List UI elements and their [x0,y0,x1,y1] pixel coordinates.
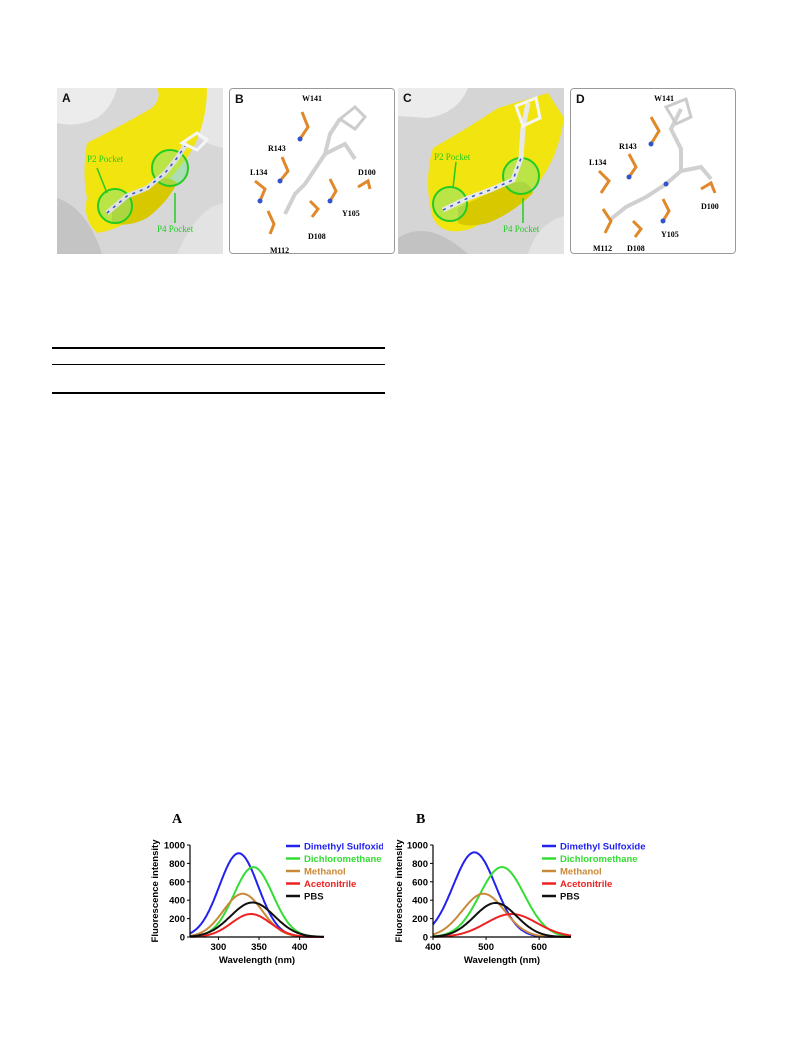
y-tick-label: 400 [412,896,428,907]
panel-letter: A [62,91,71,105]
legend-label: Acetonitrile [560,879,612,890]
legend-label: Dichloromethane [304,854,382,865]
series-line [190,913,324,938]
p2-pocket-label: P2 Pocket [434,152,471,162]
figure-panel-d: W141 R143 L134 D100 Y105 M112 D108 D [570,88,736,254]
residue-label: W141 [302,94,322,103]
fluorescence-chart-a: A 0 200 400 600 800 1000 300 350 400 Wavelength (n… [150,812,383,966]
residue-label: M112 [593,244,612,253]
x-axis-label: Wavelength (nm) [464,955,540,966]
residue-label: L134 [589,158,606,167]
x-axis-label: Wavelength (nm) [219,955,295,966]
series-line [432,902,571,938]
residue-label: L134 [250,168,267,177]
panel-letter: C [403,91,412,105]
y-tick-label: 1000 [164,841,185,852]
legend-label: Dimethyl Sulfoxide [560,842,646,853]
y-tick-label: 200 [169,914,185,925]
legend-label: PBS [304,892,324,903]
y-tick-label: 600 [412,877,428,888]
protein-surface-image: P2 Pocket P4 Pocket [398,88,564,254]
p4-pocket-label: P4 Pocket [503,224,540,234]
y-axis-label: Fluorescence intensity [394,839,405,943]
y-tick-label: 200 [412,914,428,925]
x-tick-label: 500 [478,942,494,953]
residue-label: Y105 [661,230,679,239]
series-line [432,851,571,938]
y-axis-label: Fluorescence intensity [150,839,161,943]
series-line [433,913,572,938]
residue-label: W141 [654,94,674,103]
legend-label: Methanol [304,867,346,878]
panel-letter: B [235,92,244,106]
residue-label: D100 [358,168,376,177]
x-tick-label: 300 [210,942,226,953]
figure-panel-b: W141 R143 L134 D100 Y105 D108 M112 B [229,88,395,254]
residue-label: R143 [268,144,286,153]
y-tick-label: 1000 [407,841,428,852]
legend-label: Dichloromethane [560,854,638,865]
residue-label: D108 [627,244,645,253]
legend-label: PBS [560,892,580,903]
x-tick-label: 600 [531,942,547,953]
y-tick-label: 0 [423,933,428,944]
y-tick-label: 0 [180,933,185,944]
y-tick-label: 400 [169,896,185,907]
y-tick-label: 600 [169,877,185,888]
chart-panel-letter: B [416,812,425,827]
residue-label: R143 [619,142,637,151]
p4-pocket-label: P4 Pocket [157,224,194,234]
p2-pocket-label: P2 Pocket [87,154,124,164]
residue-label: D108 [308,232,326,241]
chart-panel-letter: A [172,812,183,827]
fluorescence-chart-b: B 0 200 400 600 800 1000 400 500 600 Wavelength (n… [394,812,646,966]
residue-label: Y105 [342,209,360,218]
x-tick-label: 350 [251,942,267,953]
figure-panel-c: P2 Pocket P4 Pocket C [398,88,564,254]
residue-interaction-image: W141 R143 L134 D100 Y105 M112 D108 [571,89,735,253]
x-tick-label: 400 [292,942,308,953]
legend-label: Methanol [560,867,602,878]
residue-label: M112 [270,246,289,254]
table-bottom-rule [52,392,385,394]
table-top-rule [52,347,385,349]
series-line [189,901,324,938]
legend-label: Dimethyl Sulfoxide [304,842,383,853]
table-header-rule [52,364,385,365]
legend-label: Acetonitrile [304,879,356,890]
residue-interaction-image: W141 R143 L134 D100 Y105 D108 M112 [230,89,394,254]
protein-surface-image: P2 Pocket P4 Pocket [57,88,223,254]
x-tick-label: 400 [425,942,441,953]
y-tick-label: 800 [169,859,185,870]
figure-panel-a: P2 Pocket P4 Pocket A [57,88,223,254]
y-tick-label: 800 [412,859,428,870]
residue-label: D100 [701,202,719,211]
panel-letter: D [576,92,585,106]
